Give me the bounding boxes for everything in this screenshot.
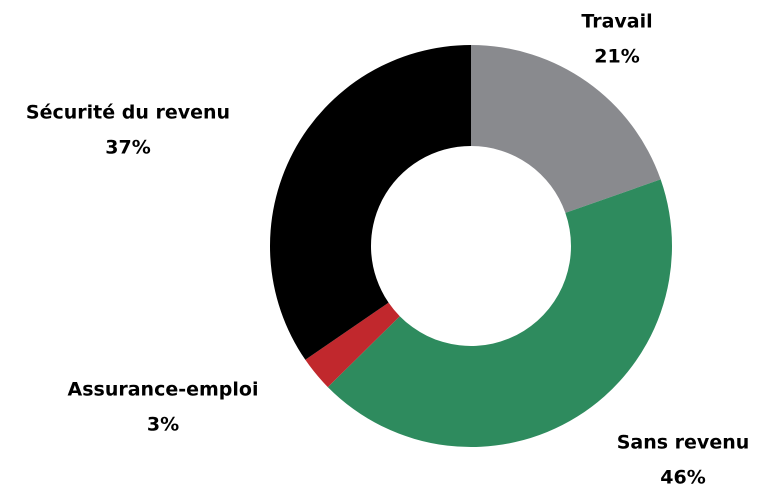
donut-segment bbox=[327, 179, 672, 447]
segment-label: Travail bbox=[581, 11, 652, 33]
donut-segment bbox=[270, 45, 471, 360]
segment-label: Assurance-emploi bbox=[68, 379, 259, 401]
segment-value: 3% bbox=[147, 414, 179, 436]
segment-label: Sécurité du revenu bbox=[26, 102, 230, 124]
donut-segment bbox=[305, 302, 400, 388]
segment-value: 21% bbox=[594, 46, 639, 68]
segment-label: Sans revenu bbox=[617, 432, 750, 454]
donut-segment bbox=[471, 45, 661, 213]
segment-value: 37% bbox=[105, 137, 150, 159]
segment-value: 46% bbox=[660, 467, 705, 489]
